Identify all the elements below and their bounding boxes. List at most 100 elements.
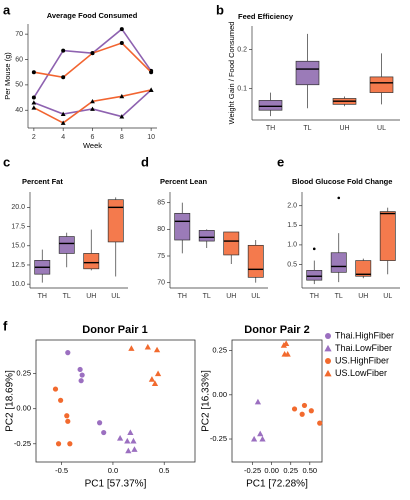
y-tick-label: 15.0 [11, 243, 25, 250]
point [31, 95, 36, 100]
point [128, 345, 135, 351]
line [33, 27, 152, 98]
x-axis-label: PC1 [72.28%] [246, 479, 308, 490]
point [119, 41, 124, 46]
point [31, 70, 36, 75]
y-tick-label: 80 [157, 226, 165, 233]
point [125, 447, 132, 454]
point [130, 437, 137, 444]
point [60, 120, 66, 125]
point [148, 376, 156, 382]
legend-label: Thai.HighFiber [335, 330, 394, 340]
x-tick-label: UL [251, 293, 260, 300]
point [64, 413, 70, 419]
x-tick-label: 4 [61, 134, 65, 141]
point [116, 435, 124, 441]
x-tick-label: 0.00 [264, 466, 279, 475]
box [330, 252, 347, 273]
y-tick-label: 0.2 [237, 46, 247, 53]
x-tick-label: TL [203, 293, 211, 300]
x-tick-label: TL [335, 293, 343, 300]
y-tick-label: 0.00 [16, 404, 31, 413]
y-tick-label: 0.1 [237, 86, 247, 93]
point [131, 446, 138, 452]
box [58, 236, 75, 254]
point [284, 351, 291, 357]
outlier [337, 196, 341, 200]
panel-letter: e [277, 154, 284, 169]
x-tick-label: -0.25 [244, 466, 261, 475]
x-tick-label: -0.5 [55, 466, 68, 475]
y-tick-label: 0.25 [212, 346, 227, 355]
panel-title: Percent Fat [22, 177, 63, 186]
point [61, 75, 66, 80]
y-tick-label: 70 [157, 280, 165, 287]
x-tick-label: UL [383, 293, 392, 300]
x-tick-label: TL [303, 125, 311, 132]
x-tick-label: TH [310, 293, 319, 300]
outlier [312, 247, 316, 251]
y-tick-label: 50 [15, 82, 23, 89]
box [174, 212, 191, 241]
y-tick-label: -0.25 [14, 439, 31, 448]
point [153, 346, 161, 353]
box [258, 100, 283, 111]
box [107, 199, 124, 243]
y-tick-label: 17.5 [11, 223, 25, 230]
point [119, 114, 125, 119]
y-axis-label: PC2 [18.69%] [5, 370, 16, 432]
line [33, 42, 152, 79]
point [78, 378, 84, 384]
y-tick-label: 1.0 [287, 242, 297, 249]
box [83, 253, 100, 270]
panel-title: Average Food Consumed [47, 11, 138, 20]
point [77, 366, 83, 373]
x-tick-label: TL [63, 293, 71, 300]
point [65, 418, 71, 424]
point [31, 100, 37, 105]
x-tick-label: UH [86, 293, 96, 300]
point [61, 48, 66, 53]
point [291, 406, 298, 412]
point [283, 340, 290, 347]
y-tick-label: -0.25 [210, 434, 227, 443]
box [306, 270, 323, 281]
point [127, 429, 134, 436]
y-tick-label: 70 [15, 31, 23, 38]
point [308, 408, 314, 414]
point [90, 98, 95, 104]
panel-letter: a [3, 2, 11, 17]
x-tick-label: 0.5 [159, 466, 169, 475]
panel-title: Feed Efficiency [238, 12, 294, 21]
point [31, 105, 37, 110]
point [90, 51, 95, 56]
box [295, 60, 320, 86]
x-tick-label: 10 [147, 134, 155, 141]
point [60, 111, 66, 116]
point [151, 380, 159, 386]
legend-label: Thai.LowFiber [335, 343, 392, 353]
x-tick-label: TH [38, 293, 47, 300]
y-axis-label: PC2 [16.33%] [201, 370, 212, 432]
plot-frame [35, 339, 196, 463]
point [65, 350, 71, 356]
y-tick-label: 0.5 [287, 261, 297, 268]
y-tick-label: 10.0 [11, 281, 25, 288]
box [223, 231, 240, 256]
point [55, 441, 62, 447]
panel-letter: d [141, 154, 149, 169]
panel-title: Donor Pair 2 [244, 324, 309, 336]
legend-marker [324, 344, 332, 352]
panel-letter: f [3, 318, 8, 333]
point [299, 411, 305, 417]
point [257, 430, 264, 437]
x-tick-label: UL [111, 293, 120, 300]
x-tick-label: 0.0 [108, 466, 118, 475]
y-tick-label: 1.5 [287, 222, 297, 229]
point [148, 87, 154, 92]
legend-marker [325, 333, 331, 339]
x-axis-label: PC1 [57.37%] [85, 479, 147, 490]
y-tick-label: 0.25 [16, 369, 31, 378]
x-tick-label: UH [358, 293, 368, 300]
